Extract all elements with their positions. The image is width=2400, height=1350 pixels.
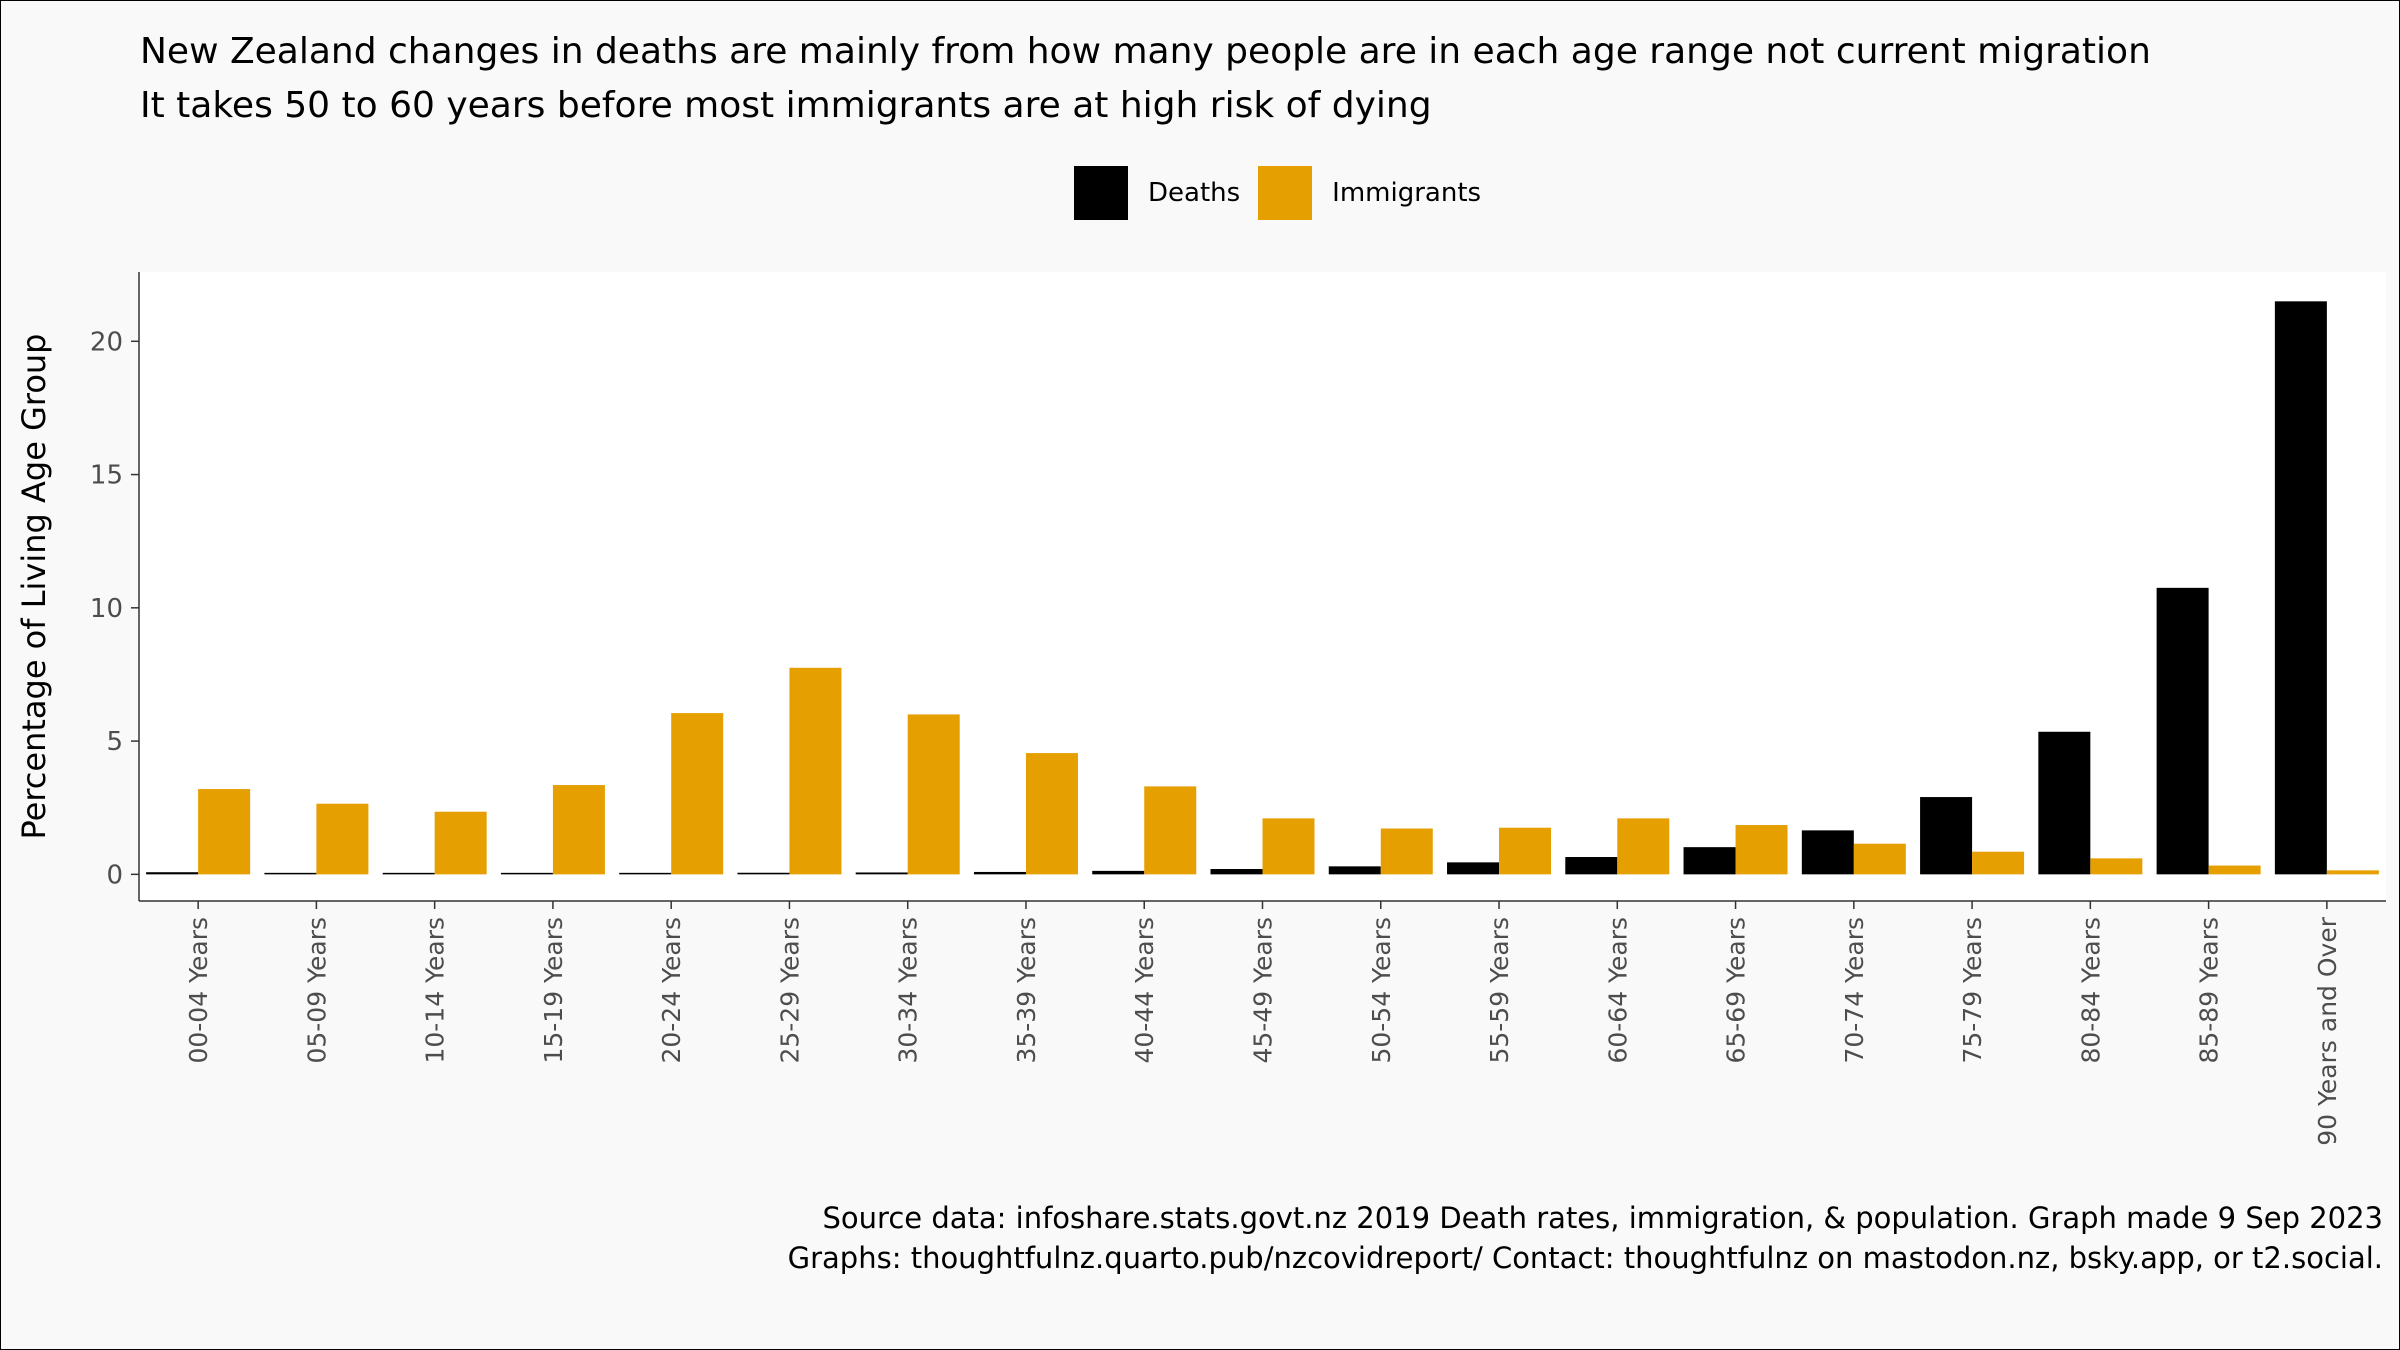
legend: Deaths Immigrants bbox=[1074, 166, 1499, 220]
bar-immigrants-10-14-years bbox=[434, 811, 487, 875]
x-tick-label-25-29-years: 25-29 Years bbox=[775, 917, 804, 1064]
bar-immigrants-75-79-years bbox=[1972, 851, 2025, 875]
legend-label-deaths: Deaths bbox=[1148, 178, 1241, 208]
bar-immigrants-05-09-years bbox=[316, 803, 369, 875]
bar-deaths-65-69-years bbox=[1683, 847, 1736, 875]
bar-deaths-30-34-years bbox=[855, 872, 908, 875]
bar-deaths-80-84-years bbox=[2038, 731, 2091, 875]
y-tick-label-20: 20 bbox=[90, 327, 123, 357]
bar-immigrants-20-24-years bbox=[671, 713, 724, 875]
x-tick-label-75-79-years: 75-79 Years bbox=[1958, 917, 1987, 1064]
x-tick-label-30-34-years: 30-34 Years bbox=[894, 917, 923, 1064]
x-tick-label-60-64-years: 60-64 Years bbox=[1603, 917, 1632, 1064]
bar-deaths-50-54-years bbox=[1328, 866, 1381, 875]
x-tick-label-65-69-years: 65-69 Years bbox=[1722, 917, 1751, 1064]
bar-immigrants-25-29-years bbox=[789, 667, 842, 875]
bar-immigrants-30-34-years bbox=[907, 714, 960, 875]
bar-deaths-45-49-years bbox=[1210, 869, 1263, 875]
x-tick-label-90-years-and-over: 90 Years and Over bbox=[2313, 916, 2342, 1145]
bar-immigrants-45-49-years bbox=[1262, 818, 1315, 875]
x-tick-label-55-59-years: 55-59 Years bbox=[1485, 917, 1514, 1064]
bar-immigrants-00-04-years bbox=[198, 789, 251, 875]
bar-deaths-10-14-years bbox=[382, 872, 435, 875]
chart-title-line-2: It takes 50 to 60 years before most immi… bbox=[140, 85, 1432, 126]
bar-deaths-60-64-years bbox=[1565, 857, 1618, 875]
bar-immigrants-60-64-years bbox=[1617, 818, 1670, 875]
x-tick-label-20-24-years: 20-24 Years bbox=[657, 917, 686, 1064]
bar-immigrants-50-54-years bbox=[1380, 828, 1433, 875]
legend-label-immigrants: Immigrants bbox=[1332, 178, 1482, 208]
x-tick-label-35-39-years: 35-39 Years bbox=[1012, 917, 1041, 1064]
bar-deaths-70-74-years bbox=[1801, 830, 1854, 875]
bar-deaths-85-89-years bbox=[2156, 587, 2209, 875]
plot-panel bbox=[139, 272, 2386, 901]
x-tick-label-15-19-years: 15-19 Years bbox=[539, 917, 568, 1064]
bar-immigrants-15-19-years bbox=[552, 785, 605, 875]
bar-deaths-25-29-years bbox=[737, 872, 790, 875]
bar-immigrants-40-44-years bbox=[1144, 786, 1197, 875]
x-tick-label-05-09-years: 05-09 Years bbox=[302, 917, 331, 1064]
x-tick-label-10-14-years: 10-14 Years bbox=[421, 917, 450, 1064]
caption-source: Source data: infoshare.stats.govt.nz 201… bbox=[822, 1201, 2383, 1235]
bar-immigrants-85-89-years bbox=[2208, 865, 2261, 875]
bar-immigrants-35-39-years bbox=[1025, 753, 1078, 875]
y-tick-label-15: 15 bbox=[90, 461, 123, 491]
bar-immigrants-70-74-years bbox=[1853, 843, 1906, 875]
y-axis-title: Percentage of Living Age Group bbox=[15, 334, 53, 840]
bar-immigrants-80-84-years bbox=[2090, 858, 2143, 875]
bar-deaths-40-44-years bbox=[1092, 870, 1145, 875]
bar-immigrants-90-years-and-over bbox=[2326, 870, 2379, 875]
x-tick-label-00-04-years: 00-04 Years bbox=[184, 917, 213, 1064]
bar-deaths-75-79-years bbox=[1920, 797, 1973, 875]
x-tick-label-80-84-years: 80-84 Years bbox=[2076, 917, 2105, 1064]
x-tick-label-70-74-years: 70-74 Years bbox=[1840, 917, 1869, 1064]
bar-deaths-55-59-years bbox=[1447, 862, 1500, 875]
legend-item-immigrants: Immigrants bbox=[1258, 166, 1481, 220]
legend-item-deaths: Deaths bbox=[1074, 166, 1240, 220]
y-tick-label-10: 10 bbox=[90, 594, 123, 624]
caption-contact: Graphs: thoughtfulnz.quarto.pub/nzcovidr… bbox=[787, 1241, 2383, 1275]
y-tick-label-5: 5 bbox=[106, 727, 123, 757]
legend-swatch-immigrants bbox=[1258, 166, 1313, 220]
x-tick-label-50-54-years: 50-54 Years bbox=[1367, 917, 1396, 1064]
x-tick-label-40-44-years: 40-44 Years bbox=[1130, 917, 1159, 1064]
legend-swatch-deaths bbox=[1074, 166, 1128, 220]
bar-deaths-05-09-years bbox=[264, 872, 317, 875]
bar-deaths-35-39-years bbox=[973, 871, 1026, 875]
bar-deaths-00-04-years bbox=[146, 872, 199, 875]
x-tick-label-45-49-years: 45-49 Years bbox=[1249, 917, 1278, 1064]
bar-immigrants-65-69-years bbox=[1735, 825, 1788, 875]
y-tick-label-0: 0 bbox=[106, 860, 123, 890]
x-tick-label-85-89-years: 85-89 Years bbox=[2195, 917, 2224, 1064]
chart-title-line-1: New Zealand changes in deaths are mainly… bbox=[140, 31, 2151, 72]
bar-deaths-15-19-years bbox=[500, 872, 553, 875]
bar-deaths-90-years-and-over bbox=[2274, 301, 2327, 875]
bar-immigrants-55-59-years bbox=[1499, 827, 1552, 875]
bar-deaths-20-24-years bbox=[619, 872, 672, 875]
